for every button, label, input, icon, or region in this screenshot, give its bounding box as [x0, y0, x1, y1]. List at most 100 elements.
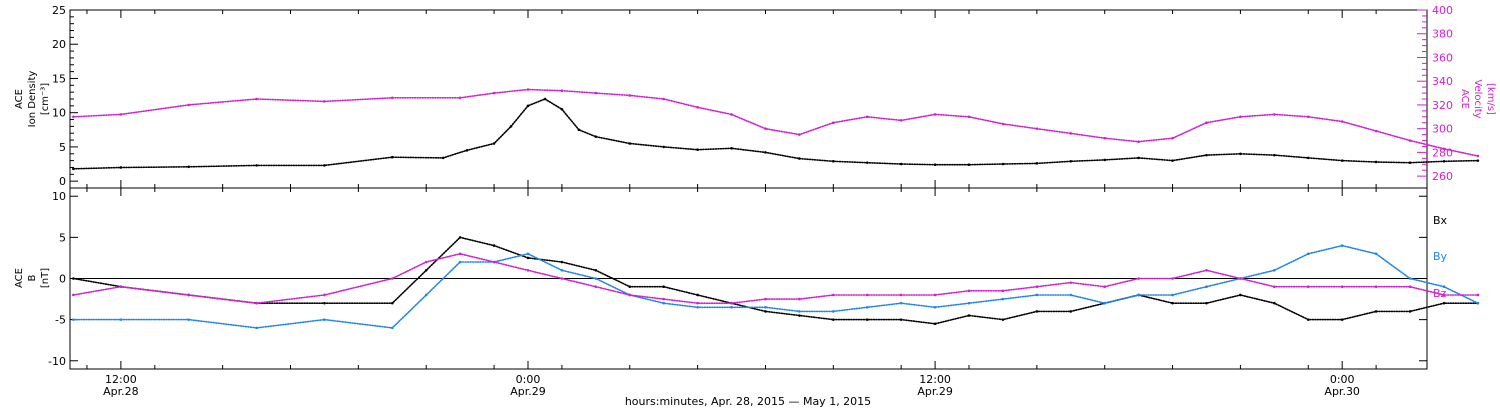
b-bz-series-point [424, 260, 428, 264]
b-by-series-point [255, 326, 258, 330]
density-series-point [832, 160, 835, 163]
b-by-series-point [967, 301, 971, 305]
density-series-point [1001, 162, 1005, 166]
b-axis-label-line1: ACE [14, 268, 25, 288]
legend-by: By [1433, 250, 1448, 263]
density-series-point [865, 161, 869, 164]
b-by-series-point [1001, 297, 1005, 301]
velocity-axis-label-line3: [km/s] [1485, 83, 1496, 115]
density-series-point [1340, 159, 1344, 162]
b-by-series-point [323, 318, 326, 321]
b-legend: Bx By Bz [1433, 214, 1448, 300]
b-bx-series-point [1273, 301, 1276, 305]
b-bz-series-point [832, 293, 835, 297]
velocity-y-tick-label: 340 [1432, 75, 1453, 88]
density-series-point [526, 104, 530, 108]
velocity-series-point [323, 100, 326, 103]
velocity-series-point [798, 133, 801, 136]
b-bz-series-point [696, 301, 699, 305]
b-bz-series-point [1476, 293, 1480, 297]
b-axis-label-line3: [nT] [40, 268, 51, 288]
b-bz-series-point [1340, 285, 1344, 289]
b-by-series-point [424, 293, 428, 297]
density-axis-label-line2: Ion Density [27, 71, 38, 128]
density-y-tick-label: 20 [52, 38, 66, 51]
b-bz-series-point [730, 301, 733, 305]
velocity-series-point [730, 113, 733, 116]
b-bx-series-point [1340, 318, 1344, 321]
density-series-point [764, 151, 767, 154]
b-bx-series-point [764, 310, 767, 313]
x-tick-date-label: Apr.30 [1324, 385, 1360, 398]
b-bx-series-point [390, 301, 394, 305]
b-bx-series-point [1001, 318, 1005, 321]
b-bz-series-point [1374, 285, 1378, 289]
b-by-series-point [662, 301, 665, 305]
b-bz-series-point [119, 285, 123, 289]
velocity-series-point [1273, 113, 1276, 116]
b-bz-series-point [1069, 281, 1073, 284]
b-y-tick-label: -5 [55, 314, 66, 327]
b-bx-series-point [594, 268, 598, 272]
b-bx-series-point [628, 285, 632, 289]
b-by-series-point [390, 326, 394, 330]
b-bx-series [72, 236, 1479, 325]
density-axis-label-line1: ACE [14, 89, 25, 109]
b-bz-series-point [967, 289, 971, 293]
density-series-point [628, 142, 632, 145]
density-y-tick-label: 10 [52, 107, 66, 120]
b-by-series-point [1069, 293, 1073, 297]
b-bz-series-point [492, 260, 496, 264]
b-bx-series-point [458, 236, 462, 239]
b-by-series-point [798, 310, 801, 313]
b-bz-series-point [899, 293, 903, 297]
density-series-point [465, 149, 469, 152]
density-series-point [509, 125, 513, 128]
velocity-y-tick-label: 380 [1432, 28, 1453, 41]
b-by-series-point [764, 305, 767, 309]
velocity-series-point [119, 113, 123, 116]
velocity-series-point [1001, 122, 1005, 126]
b-bz-series-point [72, 293, 75, 297]
density-series-point [1442, 160, 1446, 163]
series-group [72, 88, 1480, 330]
b-bz-series-point [1239, 277, 1242, 280]
b-bx-series-point [832, 318, 835, 321]
b-by-series-point [187, 318, 191, 321]
b-bz-series-point [1171, 277, 1174, 280]
b-bz-series-point [187, 293, 191, 297]
b-by-series-point [1408, 277, 1412, 280]
velocity-y-tick-label: 360 [1432, 51, 1453, 64]
velocity-series-point [1035, 127, 1039, 130]
b-bx-series-point [662, 285, 665, 289]
x-tick-date-label: Apr.28 [103, 385, 139, 398]
velocity-series-point [662, 97, 665, 101]
b-bz-series-point [526, 268, 530, 272]
x-tick-time-label: 0:00 [1330, 373, 1355, 386]
density-series-point [1035, 162, 1039, 165]
density-series-point [1171, 159, 1174, 162]
b-by-series [72, 244, 1479, 329]
b-by-series-point [899, 301, 903, 305]
b-bx-series-point [865, 318, 869, 321]
density-series-point [543, 97, 547, 101]
velocity-series-point [1205, 121, 1208, 125]
b-by-series-point [1340, 244, 1344, 247]
b-bz-series-point [594, 285, 598, 289]
x-tick-time-label: 12:00 [105, 373, 137, 386]
b-by-series-point [458, 260, 462, 264]
velocity-series-point [1239, 115, 1242, 119]
density-series-point [1137, 156, 1140, 160]
b-bx-series-point [1069, 310, 1073, 313]
b-by-series-point [1171, 293, 1174, 297]
b-bx-series-point [526, 256, 530, 260]
density-series-point [390, 155, 394, 159]
b-by-series-point [119, 318, 123, 321]
b-bz-series-point [1306, 285, 1310, 289]
b-bx-series-point [1239, 293, 1242, 297]
density-series-point [933, 163, 937, 167]
b-bz-series-point [628, 293, 632, 297]
b-bx-series-point [899, 318, 903, 321]
density-series-point [967, 163, 971, 167]
